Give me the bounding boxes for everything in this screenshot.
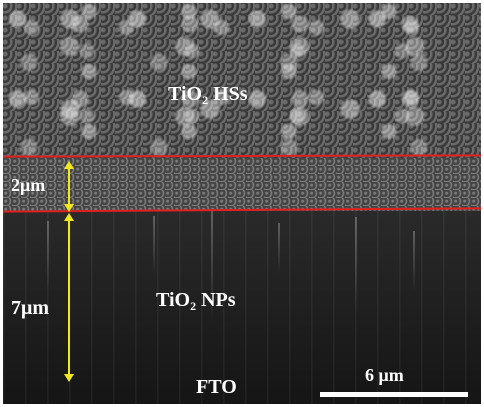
- layer-label-tio2-nps: TiO2 NPs: [156, 289, 236, 313]
- thickness-label-bottom: 7μm: [11, 297, 49, 319]
- arrow-up-icon: [64, 161, 74, 169]
- thickness-arrow-top: [68, 167, 70, 205]
- arrow-up-icon: [64, 213, 74, 221]
- texture-streak: [278, 223, 280, 273]
- layer-label-tio2-hss: TiO2 HSs: [168, 83, 248, 107]
- arrow-down-icon: [64, 374, 74, 382]
- layer-label-fto: FTO: [196, 376, 237, 398]
- arrow-down-icon: [64, 204, 74, 212]
- thickness-label-top: 2μm: [11, 175, 46, 195]
- texture-streak: [211, 211, 213, 321]
- sem-micrograph: TiO2 HSs 2μm 7μm TiO2 NPs FTO 6 μm: [3, 3, 481, 404]
- thickness-arrow-bottom: [68, 219, 70, 375]
- texture-streak: [355, 217, 357, 312]
- texture-streak: [47, 221, 49, 291]
- texture-streak: [153, 216, 155, 276]
- texture-streak: [413, 231, 415, 291]
- nanoparticle-layer-texture: [3, 211, 481, 404]
- hollow-sphere-layer-texture: [3, 3, 481, 168]
- scale-bar: [320, 392, 468, 397]
- interface-layer-texture: [3, 158, 481, 213]
- scale-bar-label: 6 μm: [365, 365, 404, 385]
